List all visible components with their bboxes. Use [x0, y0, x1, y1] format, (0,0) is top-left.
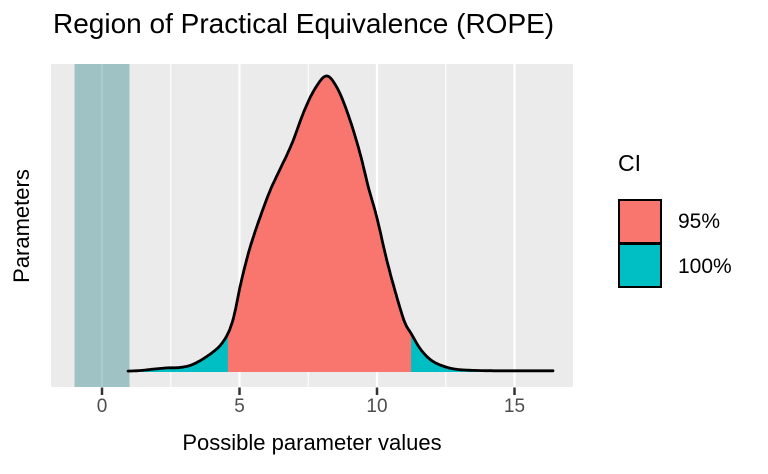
plot-panel — [51, 64, 573, 396]
x-axis-title: Possible parameter values — [182, 430, 442, 455]
legend-item-label: 100% — [678, 254, 732, 278]
x-tick-mark — [238, 387, 241, 395]
density-plot-svg — [51, 64, 573, 395]
minor-gridline — [170, 64, 172, 387]
legend-title: CI — [618, 150, 641, 176]
x-tick-label: 5 — [234, 396, 245, 417]
x-tick-label: 15 — [503, 396, 526, 417]
density-curve — [126, 74, 555, 373]
legend-item: 100% — [618, 242, 766, 289]
minor-gridline — [445, 64, 447, 387]
x-tick-mark — [513, 387, 516, 395]
rope-band — [74, 64, 130, 387]
y-axis-title: Parameters — [9, 169, 34, 283]
x-tick-label: 0 — [96, 396, 108, 417]
ci-95-area — [227, 76, 412, 372]
legend: CI 95% 100% — [618, 150, 766, 289]
x-tick-mark — [100, 387, 104, 395]
plot-title: Region of Practical Equivalence (ROPE) — [53, 8, 555, 39]
legend-key-swatch — [618, 242, 662, 288]
legend-item: 95% — [618, 199, 766, 244]
x-tick-label: 10 — [366, 396, 388, 417]
x-tick-mark — [375, 387, 379, 395]
legend-item-label: 95% — [678, 209, 721, 233]
major-gridline — [238, 64, 241, 387]
legend-items: 95% 100% — [618, 199, 766, 289]
legend-key-swatch — [618, 199, 662, 244]
major-gridline — [513, 64, 516, 387]
